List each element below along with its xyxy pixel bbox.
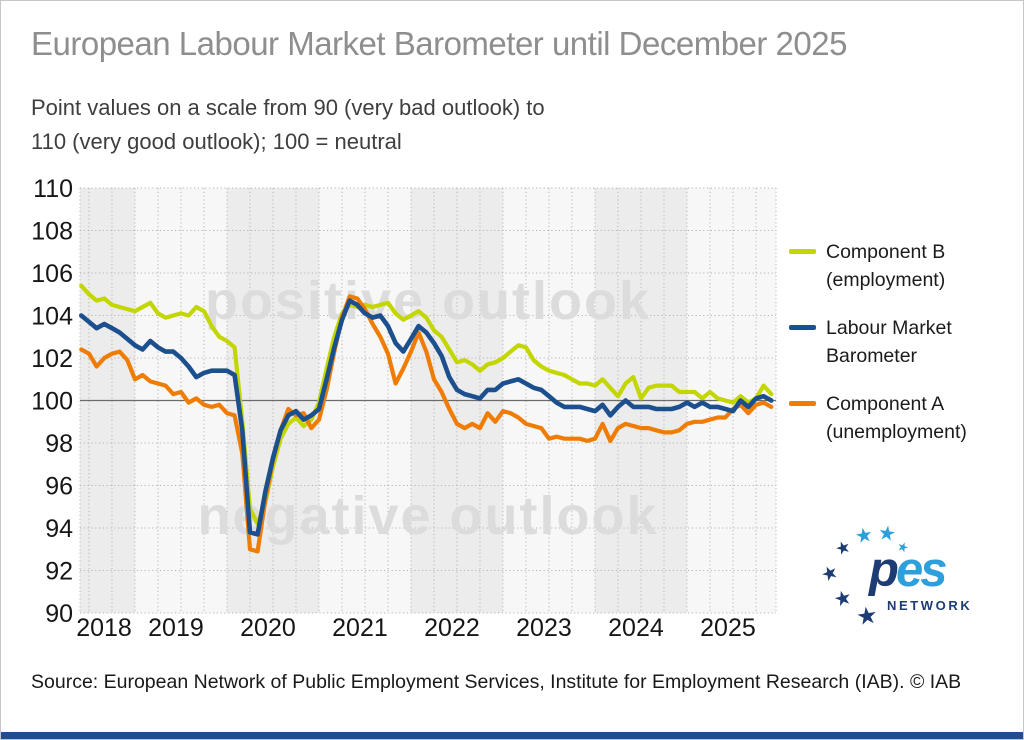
y-axis-tick-label: 102 [31, 345, 73, 373]
x-axis-year-label: 2020 [240, 614, 296, 642]
source-attribution: Source: European Network of Public Emplo… [31, 671, 962, 693]
series-line-component-b-employment- [79, 283, 774, 526]
x-axis-year-label: 2019 [148, 614, 204, 642]
y-axis-tick-label: 108 [31, 218, 73, 246]
y-axis-tick-label: 96 [45, 473, 73, 501]
barometer-line-swatch [789, 325, 816, 330]
series-line-labour-market-barometer [79, 298, 774, 537]
y-axis-tick-label: 90 [45, 600, 73, 628]
component-b-line-swatch [789, 249, 816, 254]
component-a-line-swatch [789, 401, 816, 406]
x-axis-year-label: 2023 [516, 614, 572, 642]
legend-item-component-a: Component A (unemployment) [789, 390, 1009, 446]
x-axis-year-label: 2021 [332, 614, 388, 642]
subtitle-line-1: Point values on a scale from 90 (very ba… [31, 95, 545, 120]
chart-subtitle: Point values on a scale from 90 (very ba… [31, 91, 545, 159]
pes-wordmark: pes [869, 543, 947, 597]
y-axis-tick-label: 106 [31, 260, 73, 288]
chart-legend: Component B (employment) Labour Market B… [789, 238, 1009, 466]
y-axis-tick-label: 100 [31, 388, 73, 416]
x-axis-year-label: 2025 [700, 614, 756, 642]
eu-star-icon [833, 537, 853, 558]
legend-label-component-b: Component B (employment) [826, 241, 946, 291]
y-axis-tick-label: 104 [31, 303, 73, 331]
legend-item-barometer: Labour Market Barometer [789, 314, 1009, 370]
legend-label-barometer: Labour Market Barometer [826, 317, 952, 367]
legend-label-component-a: Component A (unemployment) [826, 393, 967, 443]
series-line-component-a-unemployment- [79, 294, 774, 554]
x-axis-year-label: 2024 [608, 614, 664, 642]
legend-item-component-b: Component B (employment) [789, 238, 1009, 294]
page-title: European Labour Market Barometer until D… [31, 25, 847, 62]
eu-star-icon [832, 587, 855, 611]
network-wordmark: NETWORK [887, 598, 973, 613]
pes-network-logo: pes NETWORK [823, 506, 1018, 636]
bottom-accent-bar [1, 732, 1023, 739]
x-axis-year-label: 2022 [424, 614, 480, 642]
x-axis-year-label: 2018 [76, 614, 132, 642]
y-axis-tick-label: 92 [45, 558, 73, 586]
subtitle-line-2: 110 (very good outlook); 100 = neutral [31, 129, 402, 154]
eu-star-icon [855, 604, 880, 631]
y-axis-tick-label: 94 [45, 515, 73, 543]
y-axis-tick-label: 98 [45, 430, 73, 458]
y-axis-tick-label: 110 [33, 175, 73, 203]
negative-outlook-watermark: negative outlook [197, 486, 658, 546]
